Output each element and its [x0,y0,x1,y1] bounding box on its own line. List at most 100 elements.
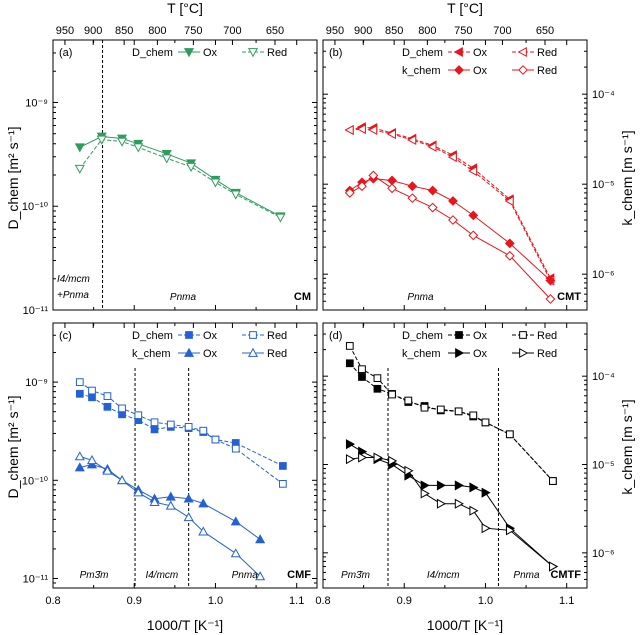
top-axis-title-right: T [°C] [447,0,483,16]
data-point [427,202,438,213]
data-point [86,455,98,465]
data-point [211,435,220,444]
panel-c: 0.8 0.9 1.0 1.1 10⁻¹¹ 10⁻¹⁰ 10⁻⁹ (c) CMF Pm3̄m I4/… [22,322,318,607]
series-line [349,174,551,300]
data-point [420,480,430,491]
data-point [210,178,221,188]
legend-marker [519,331,527,339]
phase-label: +Pnma [57,290,89,301]
x-tick-label: 1.0 [478,595,493,607]
data-point [436,405,445,414]
data-point [230,548,241,558]
data-point [358,452,368,463]
temperature-tick-label: 750 [184,25,202,37]
x-tick-label: 0.9 [127,595,142,607]
d-tick-label: 10⁻¹¹ [23,305,49,317]
data-point [74,462,85,472]
left-axis-title-top: D_chem [m² s⁻¹] [5,126,21,229]
data-point [454,498,464,509]
data-point [74,451,85,461]
data-point [436,498,447,509]
data-point [275,213,286,223]
legend-marker [519,347,529,359]
data-point [387,183,397,194]
left-axis-title-bottom: D_chem [m² s⁻¹] [5,395,21,498]
data-point [358,373,366,381]
d-tick-label: 10⁻⁹ [25,97,48,109]
data-point [161,149,172,160]
series-k-chem-ox [344,173,556,286]
series-line [79,135,281,217]
phase-label: I4/mcm [427,570,460,581]
data-point [358,365,366,374]
data-point [134,411,143,420]
legend-marker [455,331,463,339]
legend-marker [249,331,257,339]
data-point [368,124,378,136]
legend-marker [517,46,527,58]
data-point [386,129,396,140]
series-d-chem-ox [75,389,287,470]
legend-label: Ox [473,348,488,360]
panel-label: (b) [329,47,342,59]
data-point [74,143,85,153]
series-line [349,178,551,281]
sample-label: CMF [287,569,311,581]
series-d-chem-red [74,135,286,223]
data-point [454,480,464,491]
right-axis-title-top: k_chem [m s⁻¹] [619,130,635,225]
data-point [469,505,479,516]
data-point [344,124,354,136]
data-point [545,275,556,286]
data-point [102,465,113,475]
legend: D_chem Ox Red [132,47,287,59]
data-point [549,561,559,572]
panel-d: 0.8 0.9 1.0 1.1 10⁻⁶ 10⁻⁵ 10⁻⁴ (d) CMTF Pm3̄m I4/m… [315,322,615,607]
k-tick-label: 10⁻⁴ [592,89,615,101]
data-point [88,393,96,402]
data-point [255,534,266,544]
series-d-chem-ox [74,132,286,222]
legend-quantity-label: k_chem [402,348,441,360]
data-point [357,181,367,192]
data-point [279,479,287,488]
data-point [255,571,266,581]
legend-marker [183,347,195,357]
data-point [427,141,437,152]
data-point [504,195,514,207]
bottom-axis-title-left: 1000/T [K⁻¹] [147,617,223,633]
data-point [230,190,241,200]
legend-label: Red [537,348,557,360]
data-point [420,488,430,499]
x-tick-label: 1.1 [559,595,574,607]
series-line [79,138,281,218]
panel-a: 950 900 850 800 750 700 650 10⁻¹¹ 10⁻¹⁰ 10⁻⁹ (a) CM… [22,25,318,317]
data-point [88,386,96,395]
data-point [133,143,144,153]
data-point [468,165,478,177]
d-tick-label: 10⁻¹⁰ [22,201,49,213]
data-point [116,137,128,147]
plot-frame [322,39,588,311]
series-k-chem-red [74,451,266,581]
temperature-tick-label: 750 [454,25,472,37]
data-point [469,411,478,420]
legend-label: Ox [203,348,218,360]
d-tick-label: 10⁻⁹ [25,377,48,389]
panel-label: (d) [329,330,342,342]
legend-marker [247,48,259,58]
phase-label: Pm3̄m [341,570,370,581]
legend-marker [185,331,193,339]
data-point [481,487,491,498]
legend-quantity-label: D_chem [132,47,173,59]
data-point [165,491,176,501]
data-point [356,123,366,135]
data-point [345,454,356,465]
data-point [388,390,396,399]
legend-marker [247,347,259,357]
legend-label: Red [267,47,287,59]
data-point [404,396,413,405]
plot-frame [52,322,318,589]
data-point [358,446,368,457]
data-point [469,482,479,493]
